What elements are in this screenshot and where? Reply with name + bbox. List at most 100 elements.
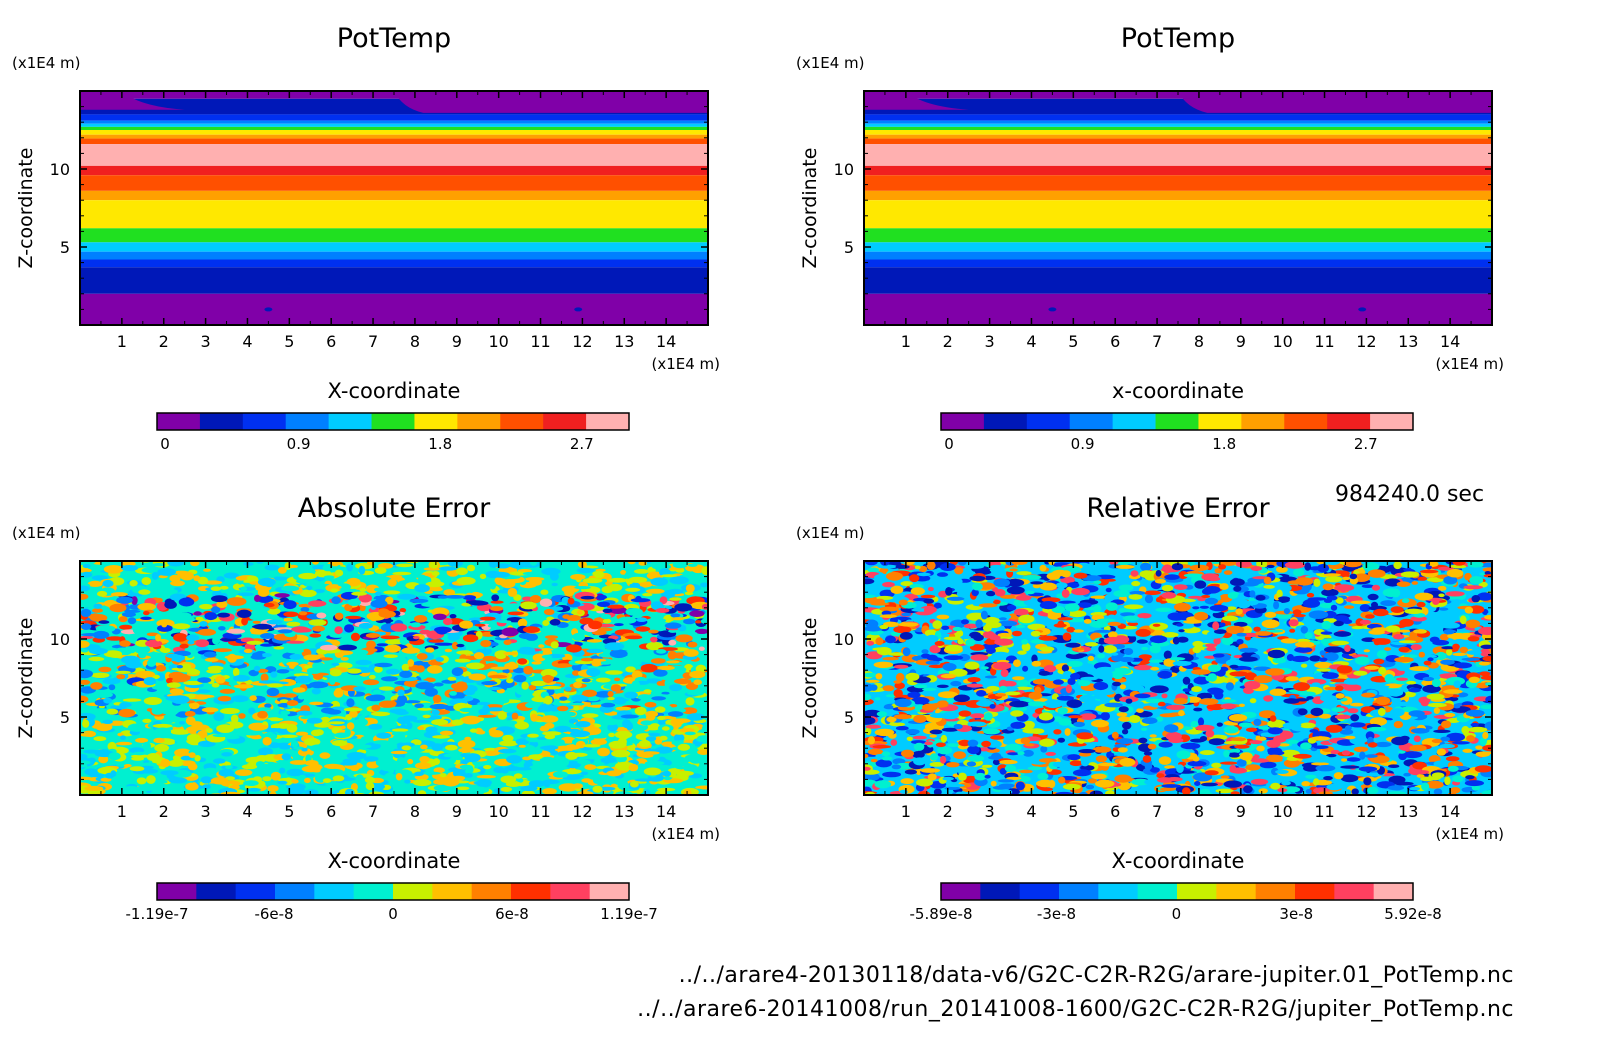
contour-blob xyxy=(110,592,128,597)
contour-blob xyxy=(384,772,396,782)
contour-blob xyxy=(213,648,233,653)
contour-blob xyxy=(314,589,325,594)
contour-blob xyxy=(608,740,627,749)
contour-blob xyxy=(219,585,229,590)
contour-blob xyxy=(1435,651,1447,661)
colorbar-swatch xyxy=(285,413,330,430)
contour-blob xyxy=(544,734,556,740)
contour-blob xyxy=(374,666,383,673)
contour-blob xyxy=(368,723,383,730)
colorbar-label: 0 xyxy=(944,435,954,453)
contour-blob xyxy=(282,617,293,622)
contour-blob xyxy=(875,759,892,768)
contour-blob xyxy=(1323,776,1333,781)
contour-blob xyxy=(417,575,432,585)
colorbar-label: 0 xyxy=(388,905,398,923)
contour-blob xyxy=(167,759,184,767)
contour-blob xyxy=(1136,708,1144,713)
contour-band xyxy=(394,91,708,113)
x-axis-label: x-coordinate xyxy=(1112,379,1244,403)
contour-blob xyxy=(564,588,575,597)
contour-blob xyxy=(1218,564,1227,570)
contour-blob xyxy=(1143,590,1162,596)
contour-blob xyxy=(591,659,602,667)
contour-field xyxy=(80,91,708,325)
contour-blob xyxy=(1340,765,1360,769)
contour-blob xyxy=(103,697,113,704)
contour-blob xyxy=(593,758,602,767)
contour-blob xyxy=(542,788,557,795)
contour-blob xyxy=(409,598,429,603)
contour-blob xyxy=(518,744,526,748)
contour-blob xyxy=(176,665,183,669)
contour-blob xyxy=(1392,595,1400,603)
contour-blob xyxy=(893,689,903,698)
contour-blob xyxy=(256,724,269,729)
contour-blob xyxy=(88,656,105,662)
contour-blob xyxy=(988,564,1005,571)
contour-blob xyxy=(672,561,688,569)
contour-blob xyxy=(115,670,131,675)
contour-blob xyxy=(650,577,669,586)
contour-blob xyxy=(1468,726,1488,733)
contour-blob xyxy=(618,616,637,624)
colorbar-label: 0.9 xyxy=(287,435,311,453)
contour-blob xyxy=(677,762,692,767)
contour-blob xyxy=(1431,738,1443,744)
contour-blob xyxy=(164,600,177,609)
contour-band xyxy=(80,165,708,176)
contour-blob xyxy=(597,747,610,757)
contour-blob xyxy=(266,687,280,697)
contour-blob xyxy=(152,723,173,728)
contour-blob xyxy=(143,611,150,616)
contour-blob xyxy=(938,628,953,634)
contour-blob xyxy=(1423,660,1432,666)
contour-blob xyxy=(212,733,230,738)
contour-blob xyxy=(338,644,357,651)
contour-blob xyxy=(701,566,708,575)
contour-blob xyxy=(1413,629,1426,634)
contour-blob xyxy=(1117,781,1131,791)
contour-blob xyxy=(451,641,459,650)
contour-blob xyxy=(1097,762,1118,767)
x-tick-label: 11 xyxy=(530,802,550,821)
contour-blob xyxy=(376,652,384,661)
contour-blob xyxy=(160,620,168,628)
contour-blob xyxy=(298,611,308,616)
contour-blob xyxy=(668,639,677,646)
y-tick-label: 5 xyxy=(844,238,854,257)
contour-blob xyxy=(515,738,530,745)
contour-blob xyxy=(1051,693,1059,702)
contour-blob xyxy=(155,665,167,672)
contour-blob xyxy=(1112,671,1124,680)
contour-blob xyxy=(361,744,372,749)
contour-blob xyxy=(292,687,306,693)
contour-blob xyxy=(1164,765,1175,769)
contour-blob xyxy=(296,710,313,716)
contour-blob xyxy=(481,681,498,686)
colorbar-frame xyxy=(156,882,630,901)
contour-blob xyxy=(257,710,268,719)
contour-blob xyxy=(399,637,409,646)
contour-blob xyxy=(257,588,270,597)
contour-blob xyxy=(1228,752,1241,758)
contour-blob xyxy=(1208,738,1225,746)
contour-blob xyxy=(286,700,299,706)
contour-blob xyxy=(80,593,89,600)
contour-blob xyxy=(120,735,126,740)
contour-blob xyxy=(1452,741,1470,745)
contour-blob xyxy=(383,590,401,595)
contour-blob xyxy=(952,701,973,706)
contour-blob xyxy=(407,731,415,738)
chart-title: PotTemp xyxy=(337,23,451,54)
contour-blob xyxy=(1404,691,1416,698)
contour-blob xyxy=(1062,670,1073,680)
contour-blob xyxy=(423,567,442,571)
contour-blob xyxy=(260,643,274,647)
contour-blob xyxy=(511,712,519,720)
colorbar-swatch xyxy=(586,413,630,430)
contour-blob xyxy=(119,702,132,708)
contour-blob xyxy=(580,657,594,662)
contour-blob xyxy=(974,772,987,781)
